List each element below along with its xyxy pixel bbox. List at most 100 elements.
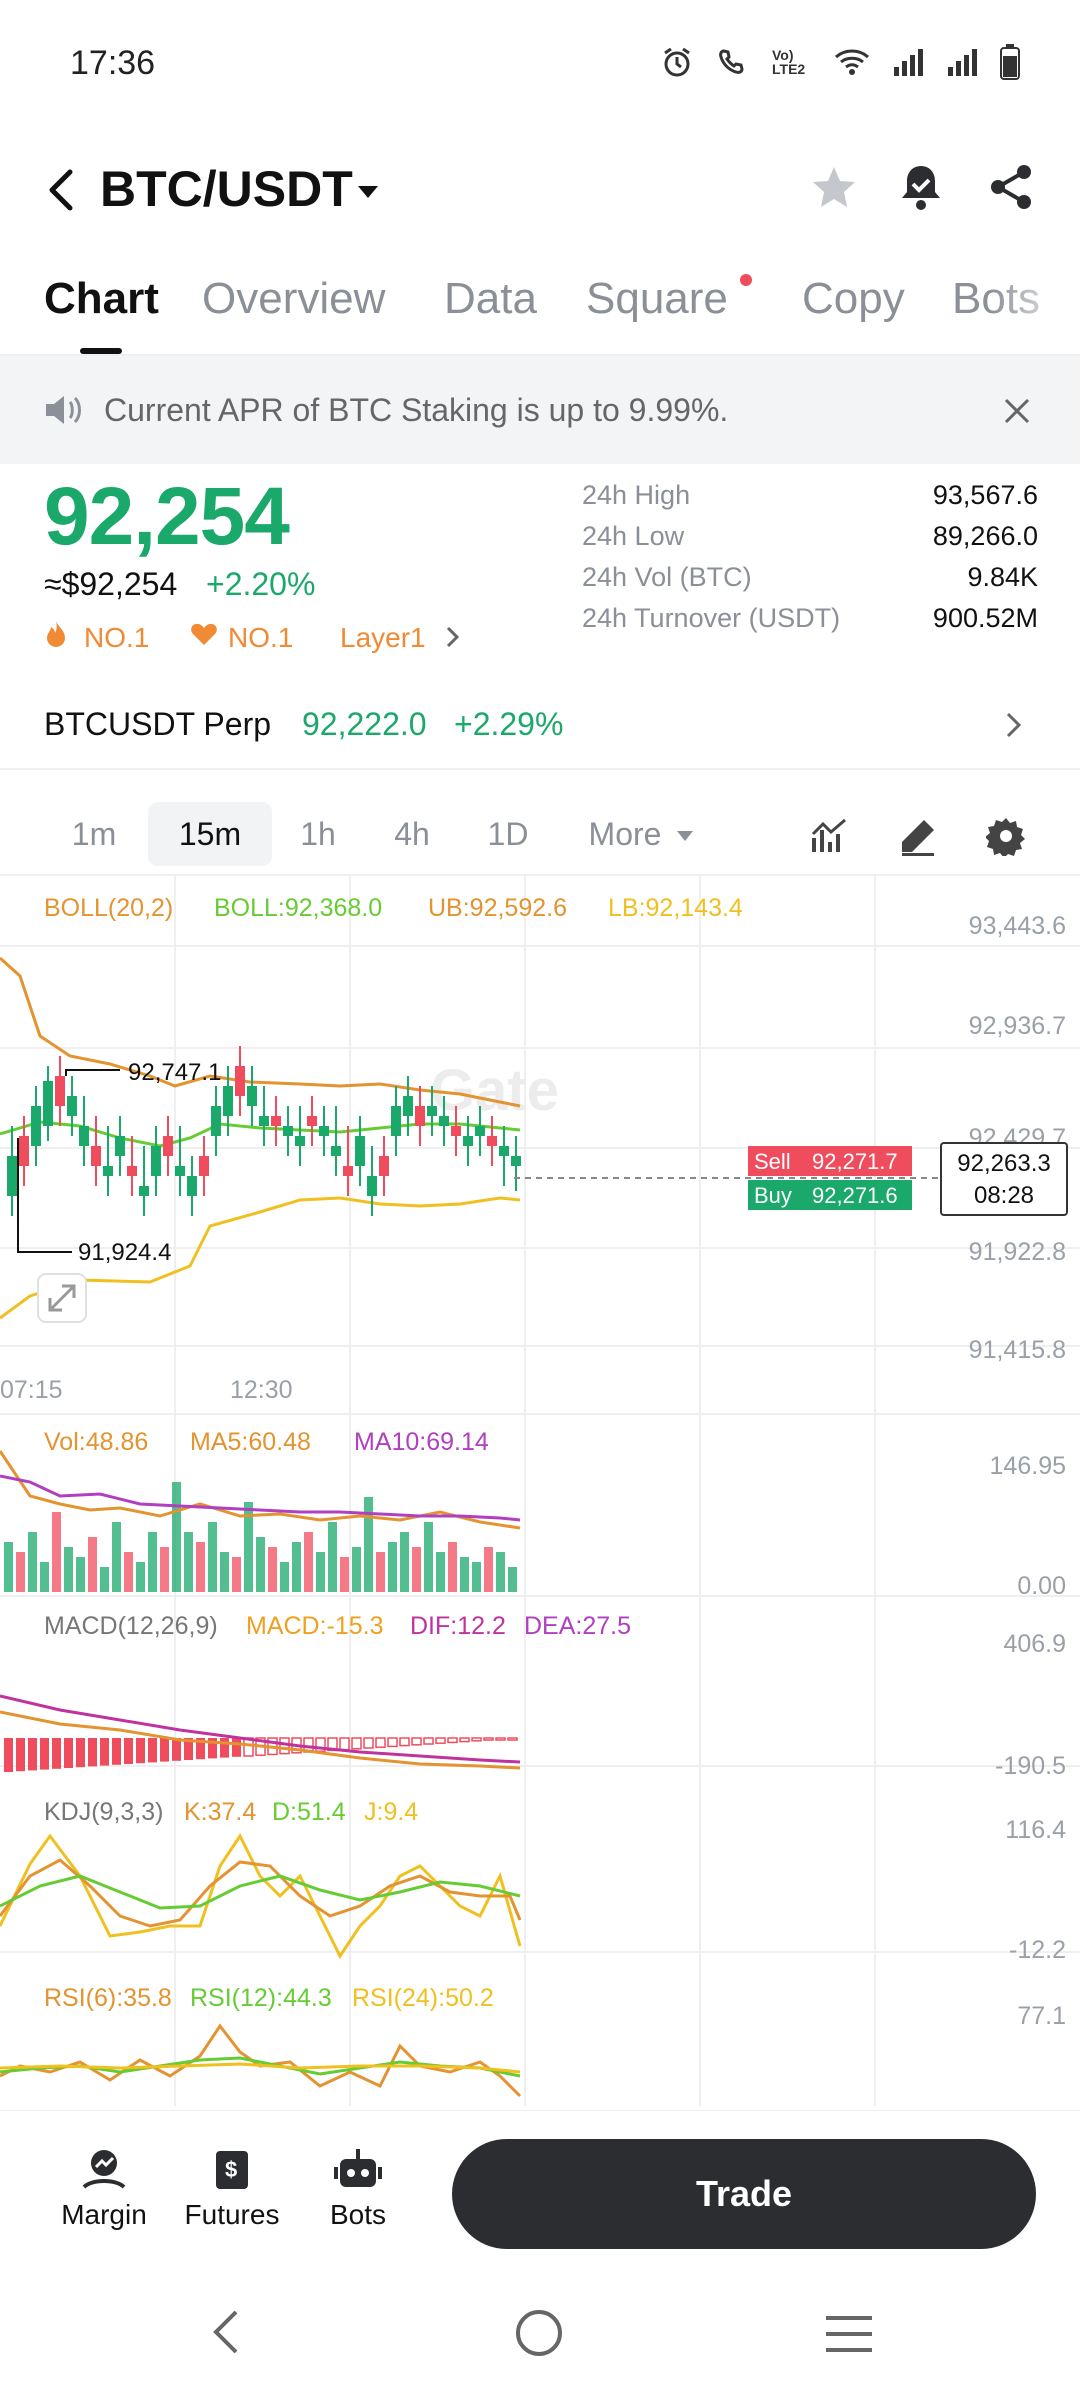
macd-axis-bottom: -190.5: [995, 1752, 1066, 1780]
macd-name[interactable]: MACD(12,26,9): [44, 1612, 218, 1640]
macd-bar: [220, 1738, 229, 1758]
draw-pencil-icon[interactable]: [898, 816, 938, 856]
candle-body: [43, 1081, 53, 1126]
perp-link-row[interactable]: BTCUSDT Perp 92,222.0 +2.29%: [0, 680, 1080, 770]
system-nav-bar: [0, 2270, 1080, 2392]
wifi-icon: [835, 49, 869, 75]
volume-bar: [40, 1562, 49, 1592]
vol-ma10-line: [0, 1474, 521, 1522]
favorite-star-icon[interactable]: [810, 164, 858, 212]
candle-body: [247, 1086, 257, 1106]
boll-name[interactable]: BOLL(20,2): [44, 894, 174, 922]
macd-bar: [339, 1737, 350, 1751]
share-icon[interactable]: [988, 164, 1034, 210]
boll-lb-line: [0, 1196, 521, 1320]
rank-tag-2[interactable]: NO.1: [228, 622, 294, 653]
vol-axis-top: 146.95: [989, 1452, 1066, 1480]
rsi6-value[interactable]: RSI(6):35.8: [44, 1984, 172, 2012]
indicators-icon[interactable]: [810, 816, 850, 856]
candle-body: [403, 1096, 413, 1116]
volume-bar: [472, 1562, 481, 1592]
nav-recents-icon[interactable]: [824, 2314, 874, 2354]
rank-tag-1[interactable]: NO.1: [84, 622, 150, 653]
candle-body: [139, 1186, 149, 1196]
tab-chart[interactable]: Chart: [44, 274, 159, 323]
settings-gear-icon[interactable]: [986, 816, 1026, 856]
high-marker-line: [65, 1069, 120, 1076]
boll-mid-value: BOLL:92,368.0: [214, 894, 383, 922]
tab-overview[interactable]: Overview: [202, 274, 386, 323]
margin-nav[interactable]: Margin: [44, 2147, 164, 2231]
rsi24-line: [0, 2062, 521, 2074]
interval-1m[interactable]: 1m: [71, 816, 117, 852]
macd-bar: [208, 1738, 217, 1759]
volume-bar: [304, 1532, 313, 1592]
tab-data[interactable]: Data: [444, 274, 537, 323]
interval-15m[interactable]: 15m: [148, 802, 272, 866]
nav-home-icon[interactable]: [514, 2308, 564, 2358]
macd-bar: [28, 1738, 37, 1771]
futures-nav[interactable]: $ Futures: [172, 2147, 292, 2231]
volume-bar: [340, 1557, 349, 1592]
header: BTC/USDT: [0, 130, 1080, 240]
buy-tag-bg: [748, 1180, 912, 1210]
active-tab-indicator: [80, 348, 122, 354]
interval-1h[interactable]: 1h: [300, 816, 336, 852]
close-icon[interactable]: [1004, 398, 1030, 424]
volume-bar: [208, 1522, 217, 1592]
category-tag[interactable]: Layer1: [340, 622, 426, 653]
chart-area[interactable]: Gate 92,747.1 91,924.4 Sell 92,271.7 Buy…: [0, 876, 1080, 2106]
last-price-box: 92,263.3 08:28: [940, 1142, 1068, 1216]
bots-nav[interactable]: Bots: [298, 2147, 418, 2231]
bots-label: Bots: [329, 2199, 387, 2230]
price-alert-bell-icon[interactable]: [898, 162, 944, 212]
chevron-right-icon[interactable]: [1006, 712, 1022, 738]
macd-bar: [4, 1738, 13, 1772]
fire-icon: [47, 621, 65, 647]
macd-bar: [148, 1738, 157, 1763]
kdj-k-value: K:37.4: [184, 1798, 257, 1826]
candle-body: [319, 1126, 329, 1136]
chevron-right-icon[interactable]: [446, 626, 460, 648]
vol-value[interactable]: Vol:48.86: [44, 1428, 149, 1456]
kdj-name[interactable]: KDJ(9,3,3): [44, 1798, 164, 1826]
tab-square[interactable]: Square: [586, 274, 728, 323]
macd-bar: [459, 1737, 470, 1743]
fullscreen-expand-icon[interactable]: [37, 1273, 87, 1323]
announcement-banner[interactable]: Current APR of BTC Staking is up to 9.99…: [0, 356, 1080, 464]
low-marker-label: 91,924.4: [78, 1239, 171, 1266]
heart-icon: [191, 623, 217, 645]
candle-body: [235, 1066, 245, 1096]
status-bar: 17:36 Vo) LTE2: [0, 0, 1080, 130]
volume-bar: [76, 1557, 85, 1592]
macd-bar: [124, 1738, 133, 1764]
vol-ma5-value: MA5:60.48: [190, 1428, 311, 1456]
candle-body: [55, 1076, 65, 1106]
candle-body: [259, 1116, 269, 1126]
margin-icon: [82, 2150, 126, 2189]
volume-bar: [280, 1562, 289, 1592]
pair-dropdown-icon[interactable]: [356, 184, 380, 200]
chart-canvas[interactable]: Gate 92,747.1 91,924.4 Sell 92,271.7 Buy…: [0, 876, 1080, 2106]
interval-bar: 1m 15m 1h 4h 1D More: [0, 780, 1080, 876]
nav-back-icon[interactable]: [210, 2308, 240, 2356]
candle-body: [7, 1156, 17, 1196]
more-dropdown-icon[interactable]: [676, 830, 694, 842]
kdj-axis-bottom: -12.2: [1009, 1936, 1066, 1964]
macd-bar: [160, 1738, 169, 1762]
macd-bar: [483, 1737, 494, 1741]
candle-body: [19, 1136, 29, 1166]
tab-copy[interactable]: Copy: [802, 274, 905, 323]
interval-1d[interactable]: 1D: [487, 816, 529, 852]
volume-bar: [412, 1547, 421, 1592]
interval-more[interactable]: More: [588, 816, 662, 852]
status-time: 17:36: [70, 44, 156, 82]
candle-body: [379, 1156, 389, 1176]
macd-bar: [363, 1737, 374, 1749]
interval-4h[interactable]: 4h: [394, 816, 430, 852]
pair-title[interactable]: BTC/USDT: [100, 161, 353, 217]
back-icon[interactable]: [44, 168, 80, 212]
buy-label: Buy: [754, 1183, 792, 1208]
price-axis-label: 91,922.8: [968, 1238, 1066, 1266]
trade-button[interactable]: Trade: [452, 2139, 1036, 2249]
